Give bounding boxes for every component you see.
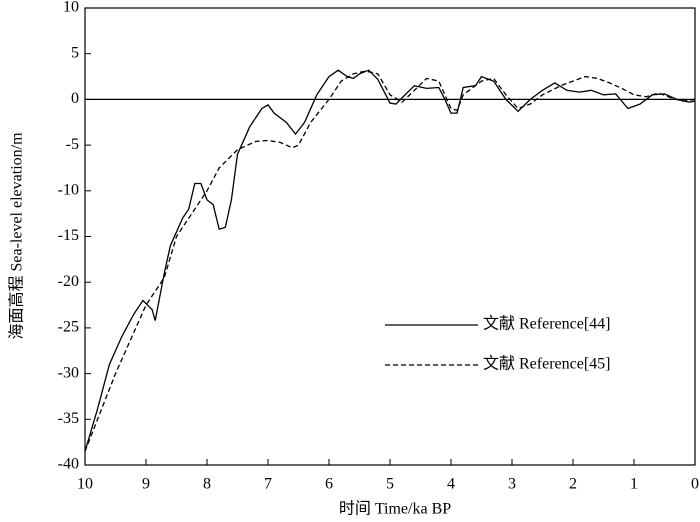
y-tick-label: -35 [58,410,79,427]
y-tick-label: 10 [63,0,79,16]
y-tick-label: -5 [66,136,79,153]
x-tick-label: 10 [77,476,93,493]
x-tick-label: 0 [691,476,699,493]
x-tick-label: 3 [508,476,516,493]
y-tick-label: 0 [71,90,79,107]
y-tick-label: -10 [58,181,79,198]
x-tick-label: 8 [203,476,211,493]
x-tick-label: 1 [630,476,638,493]
legend-label: 文献 Reference[45] [483,355,611,373]
y-tick-label: -25 [58,319,79,336]
x-axis-label: 时间 Time/ka BP [339,500,451,518]
x-tick-label: 4 [447,476,455,493]
x-tick-label: 6 [325,476,333,493]
x-tick-label: 2 [569,476,577,493]
y-tick-label: -15 [58,227,79,244]
series-line [84,70,696,452]
y-axis-label: 海面高程 Sea-level elevation/m [8,132,26,340]
y-tick-label: 5 [71,44,79,61]
x-tick-label: 5 [386,476,394,493]
y-tick-label: -20 [58,273,79,290]
x-tick-label: 9 [142,476,150,493]
x-tick-label: 7 [264,476,272,493]
y-tick-label: -40 [58,456,79,473]
y-tick-label: -30 [58,364,79,381]
series-line [84,69,696,452]
legend-label: 文献 Reference[44] [483,315,611,333]
